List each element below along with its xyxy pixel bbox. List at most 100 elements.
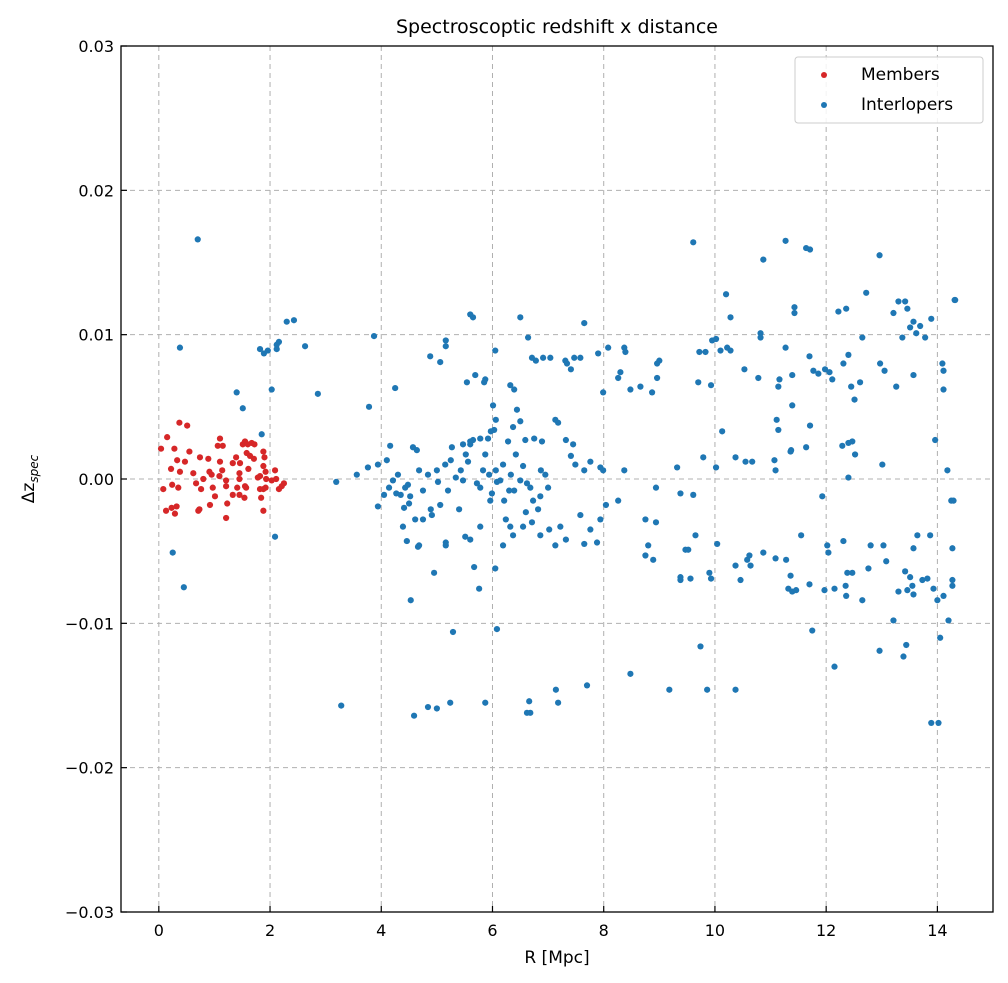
point-interlopers [499,461,507,468]
x-tick-label: 6 [487,921,497,940]
point-interlopers [810,367,817,374]
point-interlopers [273,346,280,353]
point-members [174,457,181,464]
point-interlopers [194,236,201,243]
point-interlopers [499,542,507,549]
point-interlopers [492,467,499,474]
point-interlopers [581,467,588,474]
point-interlopers [389,477,397,484]
point-members [271,467,279,474]
point-members [245,465,252,472]
x-tick-label: 8 [599,921,609,940]
point-members [171,445,178,452]
point-interlopers [910,371,917,379]
point-interlopers [506,487,513,494]
point-interlopers [856,379,864,386]
point-interlopers [509,423,517,431]
point-interlopers [399,523,407,530]
point-interlopers [473,480,481,487]
point-interlopers [755,374,762,382]
point-interlopers [727,314,734,321]
point-interlopers [809,627,816,634]
point-interlopers [581,540,588,548]
point-interlopers [531,435,538,442]
point-interlopers [504,438,512,445]
point-interlopers [704,686,711,693]
point-interlopers [899,334,906,341]
point-interlopers [697,643,704,650]
point-interlopers [301,343,309,350]
point-interlopers [917,322,924,330]
point-members [263,475,270,483]
point-members [273,475,280,483]
point-members [176,468,184,475]
point-interlopers [338,702,345,709]
point-members [196,506,203,513]
point-interlopers [757,330,764,337]
point-members [243,484,250,491]
point-interlopers [876,252,883,259]
point-interlopers [791,304,798,311]
point-interlopers [782,237,789,244]
point-interlopers [772,467,779,474]
point-interlopers [428,511,435,519]
point-interlopers [865,565,872,572]
point-members [206,501,214,509]
point-interlopers [595,350,602,357]
point-interlopers [617,369,624,376]
point-interlopers [542,471,549,478]
point-members [234,484,241,491]
point-interlopers [687,575,694,582]
point-interlopers [370,333,378,340]
point-interlopers [851,451,859,458]
point-interlopers [487,428,494,435]
point-interlopers [380,491,388,498]
point-members [190,470,197,477]
point-interlopers [522,509,529,516]
point-interlopers [365,403,373,410]
point-interlopers [895,298,902,305]
point-interlopers [757,334,764,341]
point-interlopers [930,585,937,592]
point-interlopers [424,703,432,711]
point-interlopers [932,436,939,444]
point-interlopers [881,367,888,374]
point-interlopers [374,503,382,510]
point-interlopers [427,506,434,513]
x-tick-label: 10 [705,921,725,940]
point-interlopers [851,396,858,403]
point-interlopers [427,353,434,360]
point-interlopers [557,523,564,530]
point-interlopers [537,532,544,539]
point-members [219,442,226,449]
point-interlopers [529,497,537,504]
point-members [157,445,165,452]
point-interlopers [835,308,842,315]
y-tick-label: −0.03 [65,903,114,922]
point-members [168,504,175,511]
point-members [169,481,176,488]
point-interlopers [645,542,652,549]
point-interlopers [849,569,856,576]
point-interlopers [497,477,504,484]
point-interlopers [492,347,499,354]
point-interlopers [507,382,514,389]
point-interlopers [467,536,474,543]
point-interlopers [747,562,754,569]
point-interlopers [482,376,489,383]
point-interlopers [271,533,279,540]
point-interlopers [934,597,941,604]
point-interlopers [677,490,684,497]
point-members [181,458,189,465]
point-members [229,460,236,467]
chart-title: Spectroscoptic redshift x distance [396,16,718,38]
point-interlopers [602,501,610,509]
point-interlopers [642,552,649,559]
point-members [262,468,269,475]
point-interlopers [806,246,814,253]
point-interlopers [773,416,780,423]
point-interlopers [264,347,271,354]
point-interlopers [859,597,866,604]
y-tick-label: −0.01 [65,614,114,633]
point-interlopers [928,315,935,322]
